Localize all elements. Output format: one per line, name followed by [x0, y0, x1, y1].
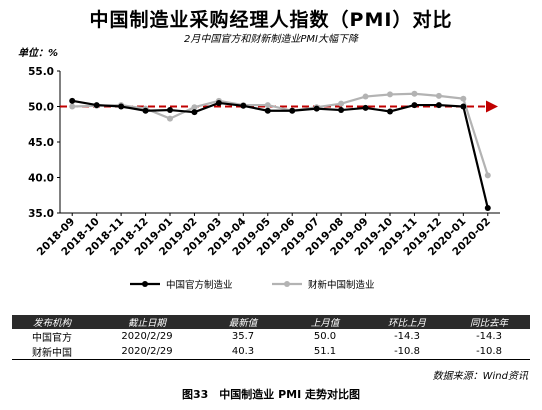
series-line	[72, 99, 489, 209]
data-point	[167, 115, 173, 122]
chart-title: 中国制造业采购经理人指数（PMI）对比	[90, 8, 453, 31]
y-tick-label: 35.0	[28, 208, 54, 220]
data-point	[167, 107, 173, 114]
data-point	[313, 105, 320, 112]
data-point	[93, 102, 100, 109]
y-tick-label: 40.0	[28, 173, 54, 185]
table-cell: 51.1	[284, 344, 366, 360]
figure-caption: 图33 中国制造业 PMI 走势对比图	[181, 388, 361, 401]
data-point	[69, 103, 76, 110]
table-row: 财新中国 2020/2/29 40.3 51.1 -10.8 -10.8	[12, 344, 530, 360]
data-point	[484, 205, 491, 212]
data-point	[215, 99, 222, 106]
table-cell: 财新中国	[12, 344, 92, 360]
chart-subtitle: 2月中国官方和财新制造业PMI大幅下降	[184, 33, 359, 45]
y-tick-label: 45.0	[28, 137, 54, 149]
data-point	[264, 102, 271, 109]
header-date: 截止日期	[92, 315, 202, 329]
pmi-data-table: 发布机构 截止日期 最新值 上月值 环比上月 同比去年 中国官方 2020/2/…	[12, 315, 530, 360]
data-source: 数据来源：Wind资讯	[432, 371, 528, 382]
data-point	[240, 102, 247, 109]
table-cell: -10.8	[366, 344, 448, 360]
data-point	[118, 103, 125, 110]
table-cell: 2020/2/29	[92, 344, 202, 360]
series-1	[69, 97, 491, 212]
legend-label: 财新中国制造业	[308, 279, 375, 291]
legend-swatch-marker	[284, 281, 290, 287]
table-cell: -10.8	[448, 344, 530, 360]
header-mom: 环比上月	[366, 315, 448, 329]
data-point	[338, 100, 345, 107]
unit-label: 单位：%	[18, 47, 58, 59]
data-point	[387, 108, 393, 115]
data-point	[142, 107, 149, 114]
header-previous: 上月值	[284, 315, 366, 329]
table-row: 中国官方 2020/2/29 35.7 50.0 -14.3 -14.3	[12, 329, 530, 344]
series-layer	[69, 90, 491, 212]
header-yoy: 同比去年	[448, 315, 530, 329]
data-point	[411, 102, 418, 109]
data-point	[460, 103, 467, 110]
y-tick-label: 50.0	[28, 102, 54, 114]
header-latest: 最新值	[202, 315, 284, 329]
data-point	[387, 91, 393, 98]
data-point	[264, 107, 271, 114]
data-point	[435, 102, 442, 109]
data-point	[289, 107, 296, 114]
reference-line-arrowhead	[486, 100, 498, 113]
data-point	[460, 95, 467, 102]
table-cell: 50.0	[313, 331, 337, 342]
series-2	[69, 90, 491, 179]
data-point	[362, 104, 369, 111]
legend-label: 中国官方制造业	[166, 279, 233, 291]
data-point	[191, 104, 198, 111]
table-header-row: 发布机构 截止日期 最新值 上月值 环比上月 同比去年	[12, 315, 530, 329]
y-tick-label: 55.0	[28, 66, 54, 78]
legend: 中国官方制造业 财新中国制造业	[130, 279, 375, 291]
table-cell: 2020/2/29	[121, 331, 173, 342]
table-cell: -14.3	[394, 331, 420, 342]
data-point	[484, 172, 491, 179]
legend-swatch-marker	[142, 281, 148, 287]
data-point	[338, 107, 345, 114]
data-point	[69, 97, 76, 104]
table-cell: 40.3	[202, 344, 284, 360]
data-point	[435, 92, 442, 99]
pmi-line-chart: 中国制造业采购经理人指数（PMI）对比 2月中国官方和财新制造业PMI大幅下降 …	[18, 8, 500, 291]
header-publisher: 发布机构	[12, 315, 92, 329]
series-line	[72, 92, 489, 176]
table-cell: -14.3	[476, 331, 502, 342]
data-point	[362, 93, 369, 100]
table-cell: 中国官方	[32, 333, 72, 344]
data-point	[411, 90, 418, 97]
data-point	[191, 109, 198, 116]
table-cell: 35.7	[231, 331, 255, 342]
